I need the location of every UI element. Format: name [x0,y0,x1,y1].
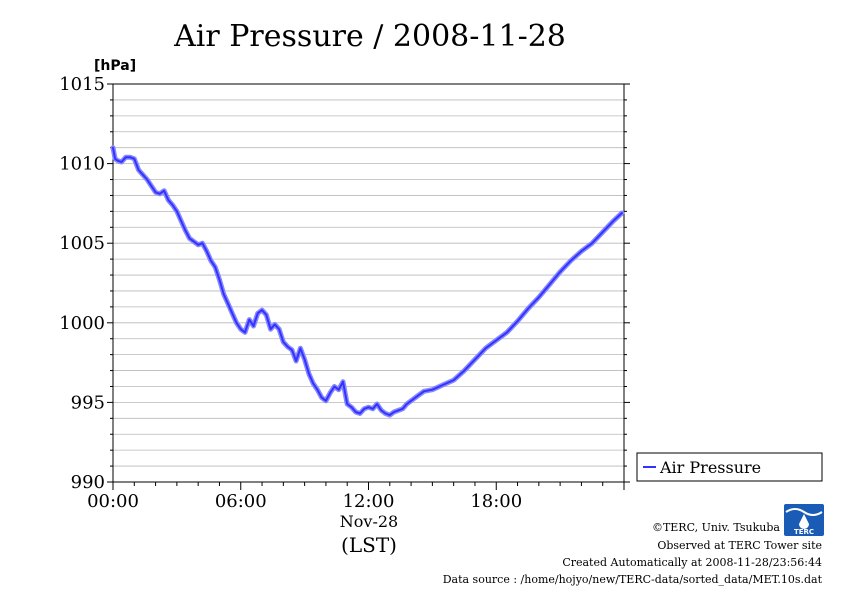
created-text: Created Automatically at 2008-11-28/23:5… [562,556,822,569]
x-axis-unit-label: (LST) [341,533,397,557]
plot-frame [112,83,625,483]
copyright-text: ©TERC, Univ. Tsukuba [652,521,780,534]
legend-label: Air Pressure [659,458,761,477]
x-tick-label: 18:00 [470,491,522,512]
series-group [110,145,625,418]
y-tick-label: 990 [71,472,105,493]
y-tick-label: 1005 [59,233,105,254]
legend: Air Pressure [636,452,823,482]
svg-text:TERC: TERC [794,528,814,536]
x-axis-date-label: Nov-28 [340,512,398,531]
y-tick-label: 1010 [59,154,105,175]
y-tick-label: 995 [71,392,105,413]
x-tick-label: 00:00 [87,491,139,512]
y-axis-unit: [hPa] [94,58,136,74]
y-axis-ticks: 990 995 1000 1005 1010 1015 [59,74,630,493]
x-tick-label: 06:00 [215,491,267,512]
observed-text: Observed at TERC Tower site [657,539,822,552]
terc-logo: TERC [784,504,824,536]
air-pressure-line [112,146,623,417]
legend-box [636,452,823,482]
grid-lines [113,99,624,467]
data-source-text: Data source : /home/hojyo/new/TERC-data/… [443,573,823,586]
x-axis-ticks: 00:00 06:00 12:00 18:00 [87,482,625,512]
chart-title: Air Pressure / 2008-11-28 [173,19,566,54]
air-pressure-line-halo [110,145,625,418]
y-tick-label: 1015 [59,74,105,95]
x-tick-label: 12:00 [343,491,395,512]
y-tick-label: 1000 [59,313,105,334]
